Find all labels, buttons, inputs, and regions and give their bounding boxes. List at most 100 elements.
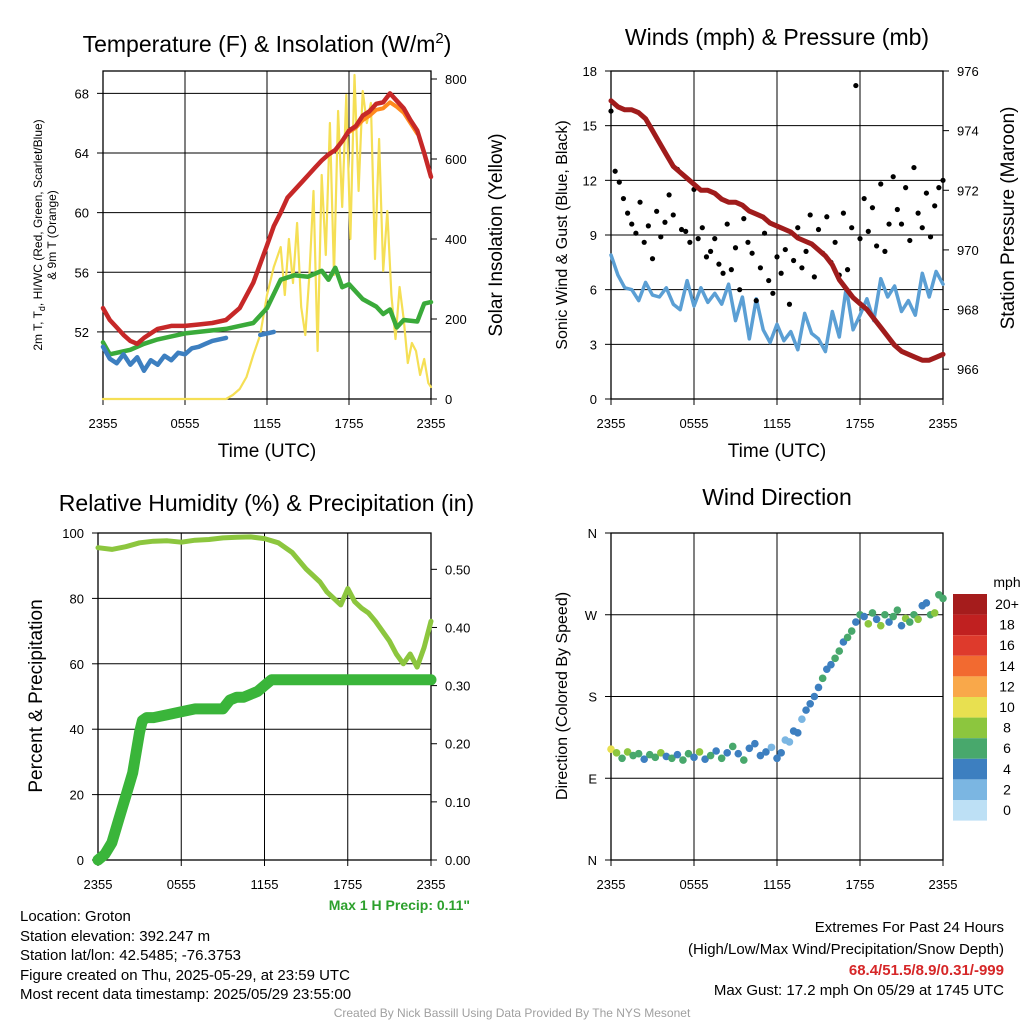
gust-point	[637, 199, 643, 205]
gust-point	[786, 301, 793, 307]
direction-point	[690, 753, 698, 762]
gust-point	[641, 239, 647, 245]
gust-point	[645, 223, 651, 229]
title-close: )	[444, 31, 452, 57]
direction-point	[785, 738, 794, 746]
gust-point	[625, 210, 631, 216]
gust-point	[732, 245, 739, 251]
direction-point	[814, 683, 823, 692]
x-tick-label: 1755	[333, 877, 362, 892]
gust-point	[699, 225, 705, 231]
direction-point	[756, 751, 765, 760]
gust-point	[649, 256, 656, 262]
legend-label: 20+	[995, 596, 1019, 612]
direction-point	[881, 610, 889, 619]
y-tick-label: 9	[590, 228, 597, 243]
plot-frame	[610, 532, 944, 861]
plot-frame	[102, 70, 432, 400]
x-tick-label: 2355	[417, 877, 446, 892]
y-axis-label: Percent & Precipitation	[26, 599, 47, 792]
direction-point	[864, 620, 873, 628]
gust-point	[936, 185, 942, 191]
gust-point	[824, 214, 830, 220]
x-tick-label: 2355	[929, 416, 958, 431]
y-axis-label-line-2: & 9m T (Orange)	[45, 190, 59, 280]
legend-swatch	[953, 758, 987, 780]
title-superscript: 2	[435, 30, 443, 47]
direction-point	[734, 749, 743, 758]
x-tick-label: 2355	[89, 416, 118, 431]
y-axis-label: 2m T, Td, HI/WC (Red, Green, Scarlet/Blu…	[31, 119, 59, 350]
credit-text: Created By Nick Bassill Using Data Provi…	[333, 1006, 691, 1020]
gust-point	[670, 212, 676, 218]
series-sonic-wind	[609, 253, 945, 354]
gust-point	[861, 195, 867, 202]
y-tick-label: N	[588, 853, 597, 868]
direction-point	[773, 754, 781, 763]
direction-point	[893, 606, 902, 615]
direction-point	[802, 706, 810, 714]
y2-tick-label: 972	[957, 183, 979, 198]
speed-legend: mph 20+ 18 16 14 12 10 8 6 4 2 0	[953, 574, 1021, 821]
direction-point	[906, 618, 914, 626]
x-tick-label: 0555	[167, 877, 196, 892]
extremes-block: Extremes For Past 24 Hours (High/Low/Max…	[688, 918, 1004, 1000]
y2-tick-label: 968	[957, 303, 979, 318]
gust-point	[683, 228, 689, 234]
gust-point	[753, 298, 759, 304]
chart-title: Winds (mph) & Pressure (mb)	[625, 24, 929, 50]
ylabel-part: 2m T, T	[31, 310, 45, 350]
x-tick-label: 1155	[253, 416, 281, 431]
y2-tick-label: 0.20	[445, 737, 470, 752]
direction-point	[701, 755, 709, 763]
series-dewpoint-segment	[257, 329, 277, 338]
gust-point	[728, 267, 734, 273]
series-relative-humidity	[95, 534, 434, 670]
chart-title: Relative Humidity (%) & Precipitation (i…	[59, 490, 474, 516]
max-precip-annotation: Max 1 H Precip: 0.11"	[329, 897, 470, 913]
direction-point	[847, 627, 856, 635]
y-tick-label: 60	[75, 206, 89, 221]
y2-tick-label: 0.00	[445, 853, 470, 868]
y2-tick-label: 970	[957, 243, 979, 258]
direction-point	[762, 748, 770, 756]
direction-point	[767, 743, 776, 752]
direction-point	[860, 612, 868, 621]
x-tick-label: 2355	[929, 877, 958, 892]
gust-point	[911, 164, 917, 171]
gust-point	[749, 250, 755, 256]
direction-point	[623, 748, 632, 756]
series-precipitation	[92, 674, 437, 866]
y-tick-label: 20	[70, 788, 84, 803]
x-tick-label: 0555	[171, 416, 200, 431]
legend-label: 12	[999, 678, 1015, 694]
y-tick-label: 68	[75, 86, 89, 101]
gust-point	[932, 203, 938, 209]
gust-point	[890, 174, 896, 180]
legend-label: 0	[1003, 802, 1011, 818]
direction-point	[885, 618, 893, 626]
legend-swatch	[953, 697, 987, 718]
gust-point	[695, 236, 701, 242]
direction-point	[897, 621, 906, 630]
extremes-title: Extremes For Past 24 Hours	[814, 919, 1004, 936]
gust-point	[770, 290, 776, 296]
elevation-text: Station elevation: 392.247 m	[20, 927, 211, 945]
legend-unit: mph	[993, 574, 1020, 590]
y-axis-label: Sonic Wind & Gust (Blue, Black)	[554, 120, 571, 349]
gust-point	[724, 221, 730, 227]
direction-point	[717, 754, 726, 763]
gust-point	[703, 254, 710, 260]
y-tick-label: 52	[75, 325, 89, 340]
gust-point	[766, 277, 772, 284]
gust-point	[678, 226, 685, 233]
y-tick-label: E	[588, 771, 597, 786]
series-dewpoint	[100, 335, 229, 373]
gust-point	[761, 230, 768, 236]
legend-label: 10	[999, 699, 1015, 715]
y-tick-label: 12	[583, 173, 597, 188]
gust-point	[874, 243, 880, 249]
y-tick-label: W	[585, 608, 598, 623]
